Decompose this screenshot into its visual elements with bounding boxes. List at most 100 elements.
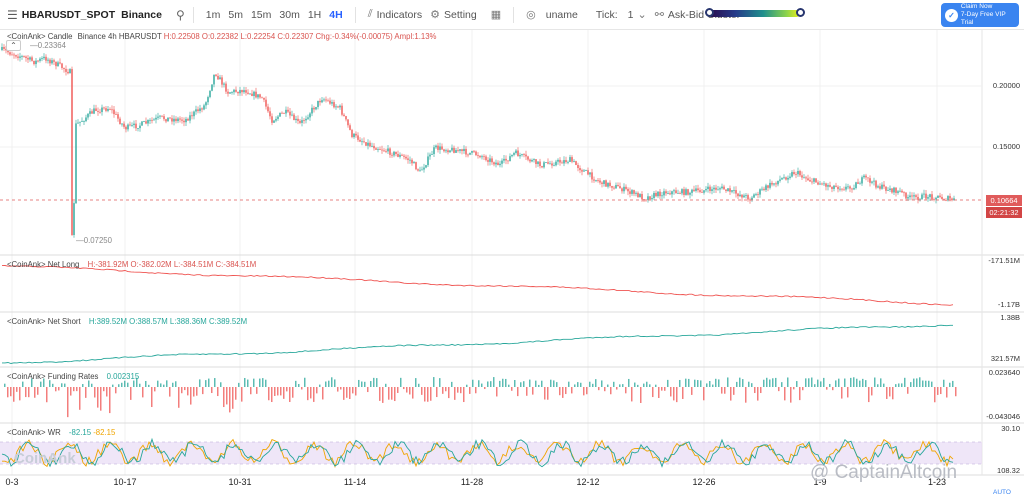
y-label-020: 0.20000 bbox=[992, 81, 1020, 90]
candle-body bbox=[243, 90, 245, 93]
candle-body bbox=[601, 182, 603, 184]
candle-body bbox=[353, 133, 355, 138]
funding-bar bbox=[649, 384, 651, 387]
candle-body bbox=[473, 150, 475, 152]
funding-bar bbox=[568, 381, 570, 387]
claim-vip-button[interactable]: ✓ Claim Now 7-Day Free VIP Trial bbox=[941, 3, 1019, 27]
candle-body bbox=[775, 183, 777, 185]
candle-body bbox=[819, 183, 821, 185]
funding-bar bbox=[196, 387, 198, 396]
candle-low: L:0.22254 bbox=[240, 32, 276, 41]
interval-1h[interactable]: 1H bbox=[307, 8, 322, 21]
candle-body bbox=[343, 114, 345, 117]
funding-bar bbox=[229, 387, 231, 413]
uname-toggle[interactable]: ◎ uname bbox=[526, 8, 578, 22]
candle-body bbox=[357, 135, 359, 140]
funding-bar bbox=[178, 387, 180, 408]
candle-body bbox=[299, 120, 301, 123]
funding-bar bbox=[241, 387, 243, 402]
candle-body bbox=[375, 148, 377, 150]
funding-bar bbox=[322, 387, 324, 400]
candle-body bbox=[165, 119, 167, 122]
funding-bar bbox=[43, 378, 45, 387]
funding-bar bbox=[19, 387, 21, 401]
funding-bar bbox=[565, 387, 567, 395]
candle-body bbox=[187, 118, 189, 121]
candle-body bbox=[441, 146, 443, 150]
funding-bar bbox=[379, 387, 381, 401]
funding-bar bbox=[364, 381, 366, 387]
candle-body bbox=[607, 182, 609, 187]
funding-bar bbox=[787, 377, 789, 387]
candle-body bbox=[107, 108, 109, 111]
slider-handle-left[interactable] bbox=[705, 8, 714, 17]
funding-bar bbox=[79, 387, 81, 410]
symbol-name[interactable]: HBARUSDT_SPOT bbox=[21, 8, 116, 21]
candle-body bbox=[811, 181, 813, 183]
candle-body bbox=[145, 121, 147, 124]
funding-bar bbox=[199, 379, 201, 387]
candle-body bbox=[899, 190, 901, 192]
heatmap-gradient-slider[interactable] bbox=[705, 8, 805, 17]
funding-bar bbox=[103, 387, 105, 392]
funding-bar bbox=[193, 387, 195, 397]
slider-handle-right[interactable] bbox=[796, 8, 805, 17]
funding-bar bbox=[925, 380, 927, 387]
candle-body bbox=[329, 100, 331, 104]
candle-body bbox=[483, 156, 485, 158]
candle-body bbox=[735, 190, 737, 194]
funding-legend: <CoinAnk> Funding Rates 0.002315 bbox=[7, 372, 139, 381]
tick-select[interactable]: Tick: 1 ⌄ bbox=[596, 8, 647, 22]
interval-5m[interactable]: 5m bbox=[228, 8, 243, 21]
candle-body bbox=[251, 93, 253, 96]
candle-body bbox=[571, 157, 573, 162]
funding-bar bbox=[628, 378, 630, 387]
auto-scale-button[interactable]: AUTO bbox=[993, 489, 1011, 496]
interval-30m[interactable]: 30m bbox=[279, 8, 300, 21]
funding-bar bbox=[133, 380, 135, 387]
candle-body bbox=[289, 111, 291, 116]
candle-body bbox=[619, 186, 621, 189]
candle-body bbox=[191, 115, 193, 117]
candle-body bbox=[615, 185, 617, 189]
candle-body bbox=[3, 47, 5, 49]
candle-body bbox=[83, 121, 85, 122]
symbol-list-icon[interactable]: ☰ bbox=[7, 7, 18, 22]
interval-15m[interactable]: 15m bbox=[250, 8, 272, 21]
gear-icon: ⚙ bbox=[430, 9, 441, 21]
candle-body bbox=[73, 203, 75, 236]
candle-body bbox=[131, 125, 133, 126]
net-long-y-top: -171.51M bbox=[988, 256, 1020, 265]
funding-bar bbox=[214, 378, 216, 387]
candle-body bbox=[513, 153, 515, 155]
funding-bar bbox=[547, 387, 549, 400]
interval-4h[interactable]: 4H bbox=[329, 8, 343, 21]
candle-body bbox=[105, 108, 107, 111]
candle-body bbox=[217, 75, 219, 80]
candle-body bbox=[695, 188, 697, 191]
search-icon[interactable]: ⚲ bbox=[175, 7, 185, 22]
indicators-button[interactable]: ⫽ Indicators bbox=[368, 8, 422, 21]
funding-bar bbox=[286, 387, 288, 392]
candle-body bbox=[625, 186, 627, 189]
candle-body bbox=[569, 157, 571, 162]
candle-body bbox=[49, 59, 51, 64]
setting-button[interactable]: ⚙ Setting bbox=[430, 8, 477, 22]
funding-bar bbox=[703, 387, 705, 401]
candle-body bbox=[33, 60, 35, 65]
candle-body bbox=[945, 199, 947, 201]
candle-body bbox=[255, 91, 257, 98]
interval-1m[interactable]: 1m bbox=[205, 8, 221, 21]
collapse-legend-button[interactable]: ⌃ bbox=[6, 40, 21, 51]
x-label-0: 0-3 bbox=[5, 477, 19, 487]
candle-body bbox=[567, 161, 569, 163]
funding-bar bbox=[625, 387, 627, 394]
funding-bar bbox=[646, 381, 648, 387]
funding-bar bbox=[268, 387, 270, 401]
layout-button[interactable]: ▦ bbox=[491, 8, 501, 21]
candle-body bbox=[575, 161, 577, 165]
funding-bar bbox=[562, 387, 564, 398]
funding-bar bbox=[310, 387, 312, 399]
candle-amplitude: Ampl:1.13% bbox=[394, 32, 437, 41]
